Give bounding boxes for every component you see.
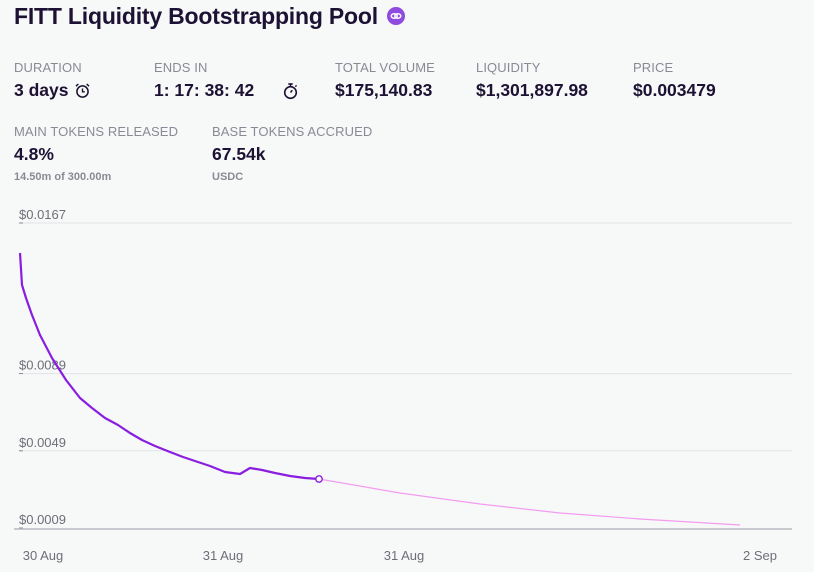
actual-price-line: [18, 252, 320, 481]
stopwatch-icon: [282, 82, 299, 100]
x-tick-label: 31 Aug: [384, 548, 425, 563]
chart-series: [18, 252, 741, 526]
stat-label: TOTAL VOLUME: [335, 60, 435, 75]
stat-total-volume: TOTAL VOLUME $175,140.83: [335, 60, 435, 101]
current-price-point[interactable]: [315, 475, 323, 483]
alarm-clock-icon: [74, 82, 91, 99]
x-axis: 30 Aug 31 Aug 31 Aug 2 Sep: [23, 548, 777, 563]
stat-value: 67.54k: [212, 144, 266, 164]
stat-label: DURATION: [14, 60, 82, 75]
stat-subtext: 14.50m of 300.00m: [14, 171, 112, 183]
stat-value: $175,140.83: [335, 80, 433, 100]
stat-duration: DURATION 3 days: [14, 60, 91, 101]
price-chart[interactable]: $0.0167$0.0089$0.0049$0.0009 30 Aug 31 Au…: [0, 200, 814, 572]
stat-label: BASE TOKENS ACCRUED: [212, 124, 373, 139]
stat-price: PRICE $0.003479: [633, 60, 716, 101]
stat-label: PRICE: [633, 60, 674, 75]
stat-liquidity: LIQUIDITY $1,301,897.98: [476, 60, 588, 101]
y-axis: $0.0167$0.0089$0.0049$0.0009: [19, 207, 66, 529]
stat-ends-in: ENDS IN 1: 17: 38: 42: [154, 60, 299, 101]
x-tick-label: 30 Aug: [23, 548, 64, 563]
pool-header: FITT Liquidity Bootstrapping Pool: [14, 0, 405, 32]
stat-label: LIQUIDITY: [476, 60, 541, 75]
x-tick-label: 31 Aug: [203, 548, 244, 563]
stat-value: 4.8%: [14, 144, 54, 164]
stat-value: 1: 17: 38: 42: [154, 80, 255, 100]
y-tick-label: $0.0009: [19, 512, 66, 527]
stat-value: 3 days: [14, 80, 69, 100]
stat-subtext: USDC: [212, 171, 244, 183]
stat-base-tokens-accrued: BASE TOKENS ACCRUED 67.54k USDC: [212, 124, 372, 183]
stat-main-tokens-released: MAIN TOKENS RELEASED 4.8% 14.50m of 300.…: [14, 124, 178, 183]
y-tick-label: $0.0167: [19, 207, 66, 222]
stat-value: $1,301,897.98: [476, 80, 588, 100]
projected-price-line: [318, 478, 741, 526]
link-icon[interactable]: [386, 7, 405, 25]
x-tick-label: 2 Sep: [743, 548, 777, 563]
stat-value: $0.003479: [633, 80, 716, 100]
stat-label: MAIN TOKENS RELEASED: [14, 124, 179, 139]
stat-label: ENDS IN: [154, 60, 208, 75]
y-tick-label: $0.0049: [19, 435, 66, 450]
page-title: FITT Liquidity Bootstrapping Pool: [14, 2, 378, 29]
chart-gridlines: [19, 222, 792, 452]
